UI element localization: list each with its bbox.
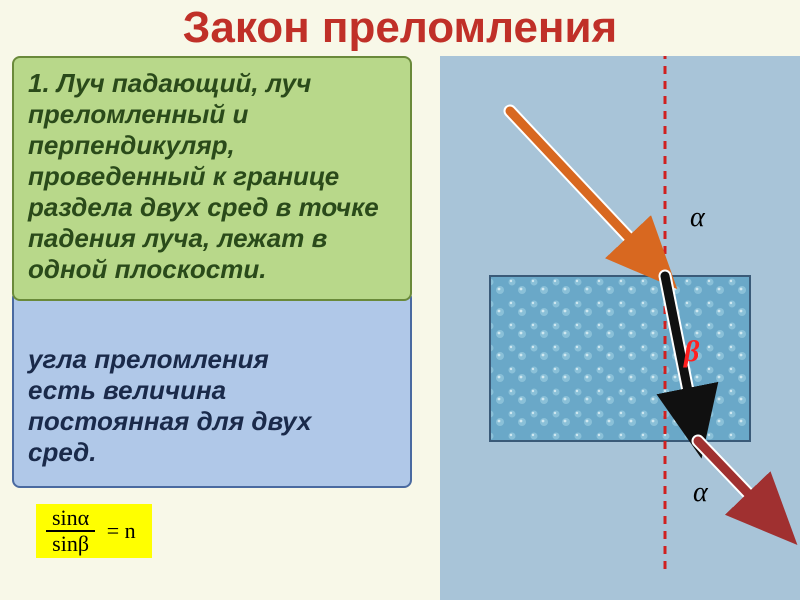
numerator: sinα (46, 506, 95, 532)
left-column: угла преломления есть величина постоянна… (0, 56, 440, 600)
law-part-1-box: 1. Луч падающий, луч преломленный и перп… (12, 56, 412, 301)
law2-line1: угла преломления (28, 344, 396, 375)
fraction: sinα sinβ (46, 506, 95, 556)
law2-line3: постоянная для двух (28, 406, 396, 437)
law1-text: 1. Луч падающий, луч преломленный и перп… (28, 68, 379, 284)
refraction-diagram: α β α (440, 56, 800, 600)
law2-line2: есть величина (28, 375, 396, 406)
snell-formula: sinα sinβ = n (36, 504, 152, 558)
title-text: Закон преломления (183, 3, 617, 52)
alpha-top-label: α (690, 202, 706, 233)
law-part-2-box: угла преломления есть величина постоянна… (12, 290, 412, 488)
denominator: sinβ (46, 532, 95, 556)
page-title: Закон преломления (0, 0, 800, 52)
equals-n: = n (101, 519, 142, 543)
right-column: α β α (440, 56, 800, 600)
beta-label: β (683, 335, 700, 368)
content-row: угла преломления есть величина постоянна… (0, 56, 800, 600)
law2-line4: сред. (28, 437, 396, 468)
water-block (490, 276, 750, 441)
alpha-bottom-label: α (693, 477, 709, 508)
formula-wrap: sinα sinβ = n (36, 498, 152, 558)
